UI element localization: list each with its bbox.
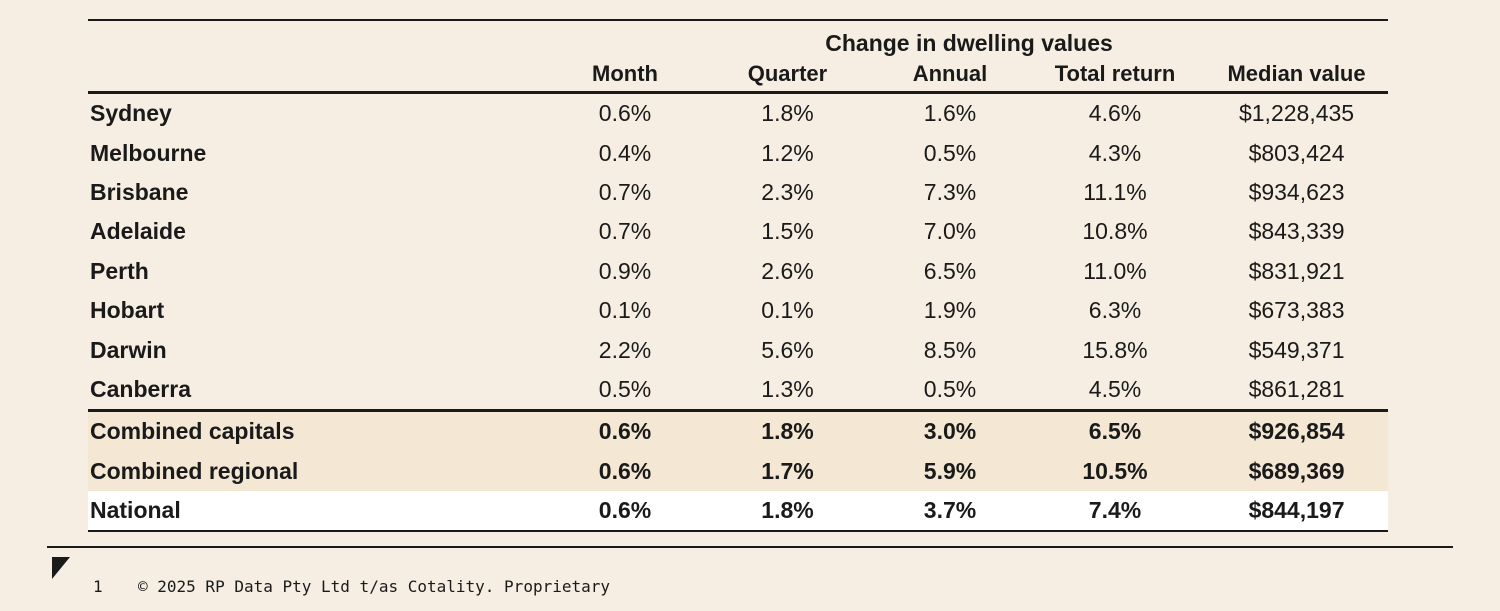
cell-annual: 7.3% [923,178,977,205]
table-row: Darwin 2.2% 5.6% 8.5% 15.8% $549,371 [88,330,1388,369]
cell-median-value: $934,623 [1248,178,1345,205]
cell-month: 0.7% [598,218,652,245]
header-blank [88,19,550,57]
national-row: National 0.6% 1.8% 3.7% 7.4% $844,197 [88,490,1389,533]
cell-month: 0.6% [550,490,700,533]
cell-total-return: 4.6% [1088,100,1142,127]
cell-quarter: 2.3% [761,178,814,205]
cell-region: Darwin [90,336,167,363]
copyright-notice: © 2025 RP Data Pty Ltd t/as Cotality. Pr… [138,577,611,596]
table-row: Adelaide 0.7% 1.5% 7.0% 10.8% $843,339 [88,212,1388,251]
table-row: Hobart 0.1% 0.1% 1.9% 6.3% $673,383 [88,291,1388,330]
cell-region: Perth [90,257,149,284]
cell-region: National [88,490,550,533]
cell-month: 2.2% [598,336,652,363]
cell-annual: 8.5% [923,336,977,363]
cell-total-return: 4.3% [1088,139,1142,166]
cell-region: Brisbane [90,178,189,205]
cell-region: Sydney [90,100,172,127]
table-row: Canberra 0.5% 1.3% 0.5% 4.5% $861,281 [88,370,1388,411]
cell-median-value: $843,339 [1248,218,1345,245]
table-row: Perth 0.9% 2.6% 6.5% 11.0% $831,921 [88,252,1388,291]
table-row: Brisbane 0.7% 2.3% 7.3% 11.1% $934,623 [88,173,1388,212]
cell-total-return: 10.5% [1025,451,1205,491]
cell-median-value: $673,383 [1248,297,1345,324]
cell-median-value: $1,228,435 [1238,100,1355,127]
dwelling-values-table: Change in dwelling values Month Quarter … [88,19,1389,533]
cell-median-value: $831,921 [1248,257,1345,284]
cell-region: Combined capitals [88,409,550,452]
cell-region: Combined regional [88,451,550,491]
cell-month: 0.6% [550,409,700,452]
cell-annual: 0.5% [923,375,977,402]
group-header-row: Change in dwelling values [88,19,1389,57]
column-header-total-return: Total return [1025,57,1205,94]
cell-region: Melbourne [90,139,207,166]
cell-annual: 1.9% [923,297,977,324]
cell-quarter: 1.5% [761,218,814,245]
cell-region: Canberra [90,375,191,402]
page-number: 1 [93,577,103,596]
cell-month: 0.6% [598,100,652,127]
dwelling-values-grid: Change in dwelling values Month Quarter … [88,19,1389,533]
cell-quarter: 1.8% [700,409,875,452]
cell-total-return: 10.8% [1082,218,1148,245]
cell-total-return: 4.5% [1088,375,1142,402]
cell-total-return: 11.1% [1083,178,1147,205]
cell-quarter: 1.8% [700,490,875,533]
cell-month: 0.9% [598,257,652,284]
cell-median-value: $861,281 [1248,375,1345,402]
summary-row: Combined capitals 0.6% 1.8% 3.0% 6.5% $926,85… [88,409,1389,452]
cell-quarter: 5.6% [761,336,814,363]
column-header-row: Month Quarter Annual Total return Median… [88,57,1389,94]
cell-region: Hobart [90,297,165,324]
cell-total-return: 7.4% [1025,490,1205,533]
cell-annual: 7.0% [923,218,977,245]
cell-month: 0.4% [598,139,652,166]
column-header-month: Month [550,57,700,94]
footer-divider [47,546,1453,548]
cell-annual: 5.9% [875,451,1025,491]
cell-median-value: $689,369 [1205,451,1389,491]
cell-total-return: 6.3% [1088,297,1142,324]
cell-month: 0.6% [550,451,700,491]
cell-quarter: 2.6% [761,257,814,284]
column-header-region [88,57,550,94]
column-header-annual: Annual [875,57,1025,94]
cell-month: 0.1% [598,297,652,324]
cell-quarter: 1.2% [761,139,814,166]
cell-month: 0.7% [598,178,652,205]
cell-total-return: 6.5% [1025,409,1205,452]
cell-median-value: $549,371 [1248,336,1345,363]
cell-region: Adelaide [90,218,186,245]
cell-quarter: 1.3% [761,375,814,402]
table-row: Melbourne 0.4% 1.2% 0.5% 4.3% $803,424 [88,133,1388,172]
cell-total-return: 11.0% [1083,257,1147,284]
cell-median-value: $844,197 [1205,490,1389,533]
cell-quarter: 1.8% [761,100,814,127]
cell-annual: 1.6% [923,100,977,127]
cell-quarter: 1.7% [700,451,875,491]
cell-median-value: $926,854 [1205,409,1389,452]
table-header: Change in dwelling values Month Quarter … [88,19,1389,94]
group-header-change-in-dwelling-values: Change in dwelling values [550,19,1389,57]
corner-triangle-icon [52,557,70,579]
table-row: Sydney 0.6% 1.8% 1.6% 4.6% $1,228,435 [88,93,1388,134]
column-header-quarter: Quarter [700,57,875,94]
cell-annual: 3.0% [875,409,1025,452]
cell-total-return: 15.8% [1082,336,1148,363]
cell-annual: 0.5% [923,139,977,166]
column-header-median-value: Median value [1205,57,1389,94]
cell-annual: 6.5% [923,257,977,284]
cell-annual: 3.7% [875,490,1025,533]
cell-month: 0.5% [598,375,652,402]
cell-median-value: $803,424 [1248,139,1345,166]
summary-row: Combined regional 0.6% 1.7% 5.9% 10.5% $689,3… [88,451,1389,491]
table-body: Sydney 0.6% 1.8% 1.6% 4.6% $1,228,435 Melbourn… [88,93,1389,533]
cell-quarter: 0.1% [761,297,814,324]
